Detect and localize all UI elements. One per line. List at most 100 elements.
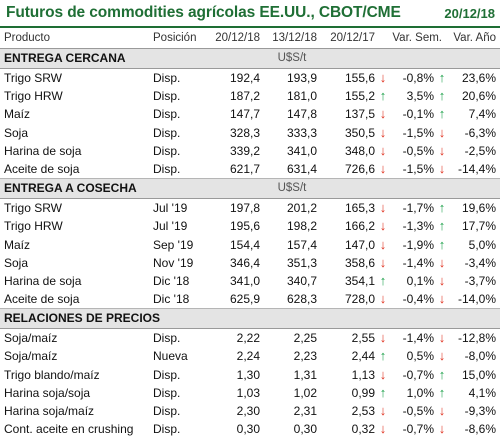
arrow-down-icon: ↓ (379, 291, 387, 307)
price-date-3: 350,5 (344, 125, 375, 140)
position: Disp. (153, 125, 181, 140)
product-name: Aceite de soja (4, 161, 80, 176)
price-date-2: 147,8 (286, 107, 317, 122)
arrow-up-icon: ↑ (438, 106, 446, 122)
var-anio: 20,6% (461, 89, 496, 104)
arrow-down-icon: ↓ (438, 291, 446, 307)
var-sem: -1,4% (402, 331, 434, 346)
price-date-1: 195,6 (229, 219, 260, 234)
section-title: ENTREGA CERCANA (4, 51, 126, 65)
section-header: RELACIONES DE PRECIOS (0, 309, 500, 330)
var-anio: 17,7% (461, 219, 496, 234)
price-date-1: 1,30 (236, 367, 260, 382)
var-anio: 15,0% (461, 367, 496, 382)
var-sem: 0,5% (406, 349, 434, 364)
table-row: Trigo blando/maíz Disp. 1,30 1,31 1,13 ↓ -0,7%… (0, 366, 500, 384)
var-anio: 19,6% (461, 201, 496, 216)
arrow-down-icon: ↓ (438, 160, 446, 176)
price-date-1: 2,22 (236, 331, 260, 346)
var-sem: -0,5% (402, 404, 434, 418)
product-name: Maíz (4, 237, 31, 252)
price-date-2: 340,7 (286, 273, 317, 288)
table-row: Harina de soja Disp. 339,2 341,0 348,0 ↓ -0,5%… (0, 142, 500, 160)
var-sem: -0,4% (402, 292, 434, 307)
var-anio: -8,6% (464, 422, 496, 437)
section-header: ENTREGA A COSECHA U$S/t (0, 179, 500, 200)
section-divider (0, 308, 500, 310)
price-date-3: 155,2 (344, 89, 375, 104)
position: Nueva (153, 349, 188, 364)
table-row: Maíz Sep '19 154,4 157,4 147,0 ↓ -1,9% ↑ 5,0% (0, 236, 500, 254)
arrow-down-icon: ↓ (438, 421, 446, 437)
var-sem: -1,5% (402, 161, 434, 176)
product-name: Harina de soja (4, 273, 82, 288)
price-date-3: 1,13 (351, 367, 375, 382)
arrow-down-icon: ↓ (438, 330, 446, 346)
position: Dic '18 (153, 273, 190, 288)
product-name: Trigo blando/maíz (4, 367, 100, 382)
price-date-3: 2,55 (351, 331, 375, 346)
position: Disp. (153, 331, 181, 346)
var-sem: -0,8% (402, 71, 434, 85)
table-row: Soja/maíz Nueva 2,24 2,23 2,44 ↑ 0,5% ↓ -8,0% (0, 347, 500, 365)
table-row: Harina soja/maíz Disp. 2,30 2,31 2,53 ↓ -0,5% ↓… (0, 402, 500, 420)
arrow-up-icon: ↑ (438, 88, 446, 104)
title-bar: Futuros de commodities agrícolas EE.UU.,… (0, 0, 500, 28)
col-posicion: Posición (153, 32, 197, 44)
price-date-1: 0,30 (236, 422, 260, 437)
product-name: Cont. aceite en crushing (4, 422, 134, 437)
price-date-3: 358,6 (344, 255, 375, 270)
price-date-2: 2,31 (293, 404, 317, 418)
col-date-2: 13/12/18 (272, 32, 317, 44)
section-title: RELACIONES DE PRECIOS (4, 311, 161, 326)
price-date-2: 201,2 (286, 201, 317, 216)
var-anio: -6,3% (464, 125, 496, 140)
price-date-1: 197,8 (229, 201, 260, 216)
arrow-down-icon: ↓ (438, 403, 446, 418)
product-name: Harina de soja (4, 143, 82, 158)
table-row: Soja Nov '19 346,4 351,3 358,6 ↓ -1,4% ↓ -3,4% (0, 254, 500, 272)
price-date-1: 346,4 (229, 255, 260, 270)
price-date-2: 628,3 (286, 292, 317, 307)
price-date-2: 157,4 (286, 237, 317, 252)
col-var-anio: Var. Año (453, 32, 496, 44)
table-row: Maíz Disp. 147,7 147,8 137,5 ↓ -0,1% ↑ 7,4% (0, 105, 500, 123)
table-row: Trigo HRW Jul '19 195,6 198,2 166,2 ↓ -1,3% ↑ 17… (0, 217, 500, 235)
var-anio: -3,4% (464, 255, 496, 270)
var-anio: -8,0% (464, 349, 496, 364)
var-anio: 4,1% (468, 385, 496, 400)
arrow-up-icon: ↑ (438, 236, 446, 252)
product-name: Maíz (4, 107, 31, 122)
table-row: Soja/maíz Disp. 2,22 2,25 2,55 ↓ -1,4% ↓ -12,8% (0, 329, 500, 347)
price-date-1: 1,03 (236, 385, 260, 400)
position: Disp. (153, 107, 181, 122)
table-row: Aceite de soja Disp. 621,7 631,4 726,6 ↓ -1,5%… (0, 160, 500, 178)
price-date-2: 1,31 (293, 367, 317, 382)
var-anio: -12,8% (457, 331, 496, 346)
section-unit: U$S/t (277, 182, 307, 195)
arrow-down-icon: ↓ (379, 330, 387, 346)
arrow-down-icon: ↓ (379, 254, 387, 270)
var-sem: 0,1% (406, 273, 434, 288)
position: Disp. (153, 404, 181, 418)
price-date-1: 187,2 (229, 89, 260, 104)
position: Jul '19 (153, 201, 188, 216)
arrow-up-icon: ↑ (438, 384, 446, 400)
var-anio: -14,0% (457, 292, 496, 307)
var-sem: -1,7% (402, 201, 434, 216)
section-unit: U$S/t (277, 52, 307, 64)
arrow-down-icon: ↓ (379, 124, 387, 140)
product-name: Soja (4, 255, 29, 270)
price-date-1: 625,9 (229, 292, 260, 307)
product-name: Aceite de soja (4, 292, 80, 307)
arrow-down-icon: ↓ (438, 142, 446, 158)
price-date-3: 165,3 (344, 201, 375, 216)
var-anio: 23,6% (461, 71, 496, 85)
var-anio: -3,7% (464, 273, 496, 288)
var-anio: -14,4% (457, 161, 496, 176)
product-name: Trigo SRW (4, 71, 63, 85)
col-var-sem: Var. Sem. (392, 32, 442, 44)
arrow-down-icon: ↓ (379, 421, 387, 437)
var-anio: 5,0% (468, 237, 496, 252)
price-date-1: 192,4 (229, 71, 260, 85)
